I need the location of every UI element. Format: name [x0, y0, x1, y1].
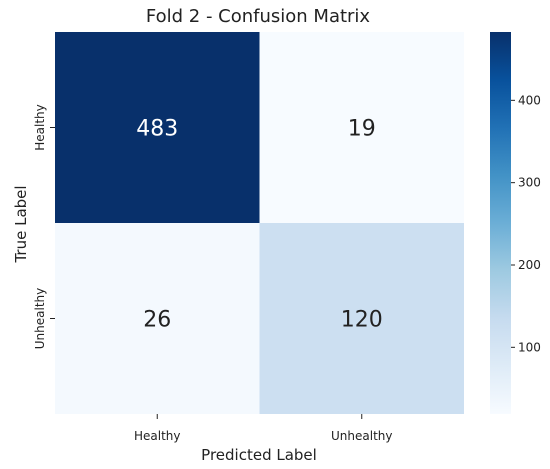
heatmap-annotations: 483 19 26 120 — [136, 117, 383, 333]
cell-value-label: 26 — [143, 308, 171, 333]
cell-value-label: 483 — [136, 117, 178, 142]
x-tick-label: Healthy — [134, 429, 181, 443]
y-tick-label: Healthy — [33, 104, 47, 151]
heatmap-cell-unhealthy-unhealthy — [259, 223, 464, 414]
heatmap-cell-healthy-healthy — [55, 32, 260, 223]
y-axis-label: True Label — [12, 185, 30, 263]
heatmap-cells — [55, 32, 464, 414]
cell-value-label: 120 — [341, 308, 383, 333]
y-axis-ticks: Healthy Unhealthy — [33, 104, 55, 349]
heatmap-cell-healthy-unhealthy — [259, 32, 464, 223]
colorbar-tick-label: 100 — [518, 340, 541, 354]
colorbar-ticks: 100 200 300 400 — [511, 93, 541, 354]
heatmap-cell-unhealthy-healthy — [55, 223, 260, 414]
y-tick-label: Unhealthy — [33, 288, 47, 349]
colorbar-tick-label: 300 — [518, 176, 541, 190]
x-axis-ticks: Healthy Unhealthy — [134, 414, 392, 443]
colorbar-tick-label: 400 — [518, 93, 541, 107]
x-tick-label: Unhealthy — [331, 429, 392, 443]
colorbar-tick-label: 200 — [518, 258, 541, 272]
x-axis-label: Predicted Label — [201, 446, 317, 464]
chart-title: Fold 2 - Confusion Matrix — [146, 6, 371, 27]
colorbar — [490, 32, 511, 414]
cell-value-label: 19 — [348, 117, 376, 142]
